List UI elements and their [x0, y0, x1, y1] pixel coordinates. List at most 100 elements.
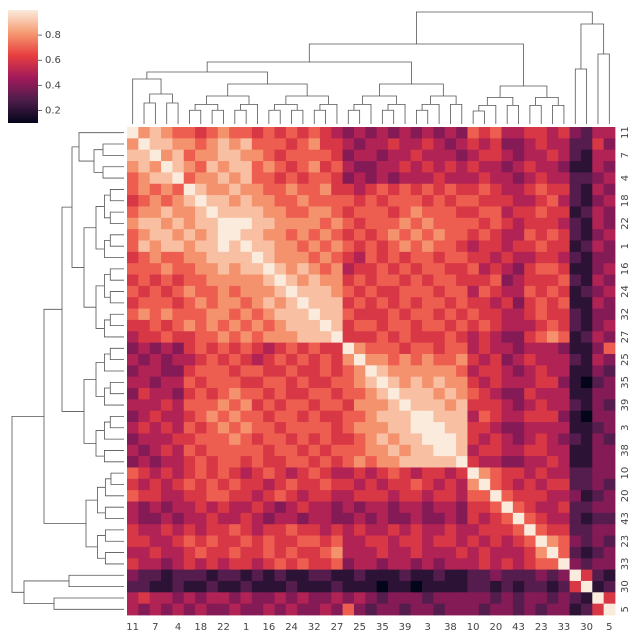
heatmap-cell [127, 376, 139, 389]
heatmap-cell [127, 592, 139, 605]
heatmap-cell [444, 353, 457, 366]
heatmap-cell [353, 592, 366, 605]
heatmap-cell [501, 149, 514, 162]
heatmap-cell [467, 569, 480, 582]
heatmap-cell [410, 444, 423, 457]
heatmap-cell [376, 138, 389, 151]
heatmap-cell [319, 297, 332, 309]
heatmap-cell [308, 331, 321, 344]
heatmap-cell [183, 422, 196, 434]
heatmap-cell [331, 456, 344, 468]
heatmap-cell [467, 490, 480, 502]
heatmap-cell [161, 161, 173, 173]
heatmap-cell [444, 444, 457, 457]
heatmap-cell [353, 127, 366, 139]
heatmap-cell [467, 229, 480, 241]
heatmap-cell [535, 127, 548, 139]
heatmap-cell [535, 161, 548, 173]
heatmap-cell [501, 580, 514, 593]
heatmap-cell [524, 410, 536, 423]
heatmap-cell [353, 456, 366, 468]
heatmap-cell [592, 149, 605, 162]
heatmap-cell [546, 501, 559, 514]
heatmap-cell [183, 444, 196, 457]
heatmap-cell [183, 285, 196, 298]
heatmap-cell [251, 251, 264, 264]
heatmap-cell [546, 388, 559, 400]
heatmap-cell [433, 546, 446, 559]
heatmap-cell [297, 524, 309, 536]
heatmap-cell [127, 263, 139, 275]
heatmap-cell [410, 240, 423, 253]
heatmap-cell [410, 490, 423, 502]
heatmap-cell [444, 592, 457, 605]
heatmap-cell [365, 183, 378, 196]
heatmap-cell [229, 501, 241, 514]
heatmap-cell [217, 490, 230, 502]
heatmap-cell [229, 422, 241, 434]
heatmap-cell [217, 546, 230, 559]
heatmap-cell [410, 410, 423, 423]
dendrogram-link [104, 552, 124, 565]
heatmap-cell [467, 376, 480, 389]
heatmap-cell [558, 478, 571, 491]
heatmap-cell [285, 399, 298, 412]
heatmap-cell [592, 229, 605, 241]
y-tick-label: 39 [620, 399, 631, 412]
heatmap-cell [376, 376, 389, 389]
heatmap-cell [456, 478, 468, 491]
heatmap-cell [524, 263, 536, 275]
heatmap-cell [172, 161, 185, 173]
heatmap-cell [376, 172, 389, 185]
heatmap-cell [217, 535, 230, 548]
heatmap-cell [308, 444, 321, 457]
heatmap-cell [580, 580, 593, 593]
heatmap-cell [478, 456, 491, 468]
heatmap-cell [285, 365, 298, 378]
heatmap-cell [263, 195, 275, 207]
heatmap-cell [422, 512, 434, 525]
heatmap-cell [240, 183, 253, 196]
heatmap-cell [240, 433, 253, 446]
heatmap-cell [422, 467, 434, 480]
heatmap-cell [456, 331, 468, 344]
heatmap-cell [183, 229, 196, 241]
heatmap-cell [603, 490, 616, 502]
heatmap-cell [297, 183, 309, 196]
dendrogram-link [166, 102, 179, 124]
heatmap-cell [342, 569, 355, 582]
heatmap-cell [512, 172, 525, 185]
heatmap-cell [478, 376, 491, 389]
heatmap-cell [297, 478, 309, 491]
heatmap-cell [263, 229, 275, 241]
heatmap-cell [263, 399, 275, 412]
heatmap-cell [331, 285, 344, 298]
heatmap-cell [195, 217, 207, 230]
heatmap-cell [546, 319, 559, 332]
heatmap-cell [172, 297, 185, 309]
heatmap-cell [569, 251, 582, 264]
dendrogram-link [206, 61, 412, 84]
heatmap-cell [251, 592, 264, 605]
heatmap-cell [399, 240, 412, 253]
heatmap-cell [285, 467, 298, 480]
heatmap-cell [422, 138, 434, 151]
y-tick-label: 10 [620, 467, 631, 480]
heatmap-cell [456, 342, 468, 355]
heatmap-cell [592, 467, 605, 480]
heatmap-cell [603, 376, 616, 389]
heatmap-cell [297, 580, 309, 593]
dendrogram-link [415, 11, 593, 44]
heatmap-cell [388, 399, 400, 412]
heatmap-cell [524, 206, 536, 219]
heatmap-cell [251, 183, 264, 196]
dendrogram-link [83, 379, 96, 444]
dendrogram-link [23, 580, 69, 605]
heatmap-cell [478, 274, 491, 287]
heatmap-cell [274, 240, 287, 253]
heatmap-cell [388, 161, 400, 173]
heatmap-cell [251, 263, 264, 275]
heatmap-cell [433, 467, 446, 480]
heatmap-cell [138, 206, 151, 219]
heatmap-cell [490, 603, 502, 616]
